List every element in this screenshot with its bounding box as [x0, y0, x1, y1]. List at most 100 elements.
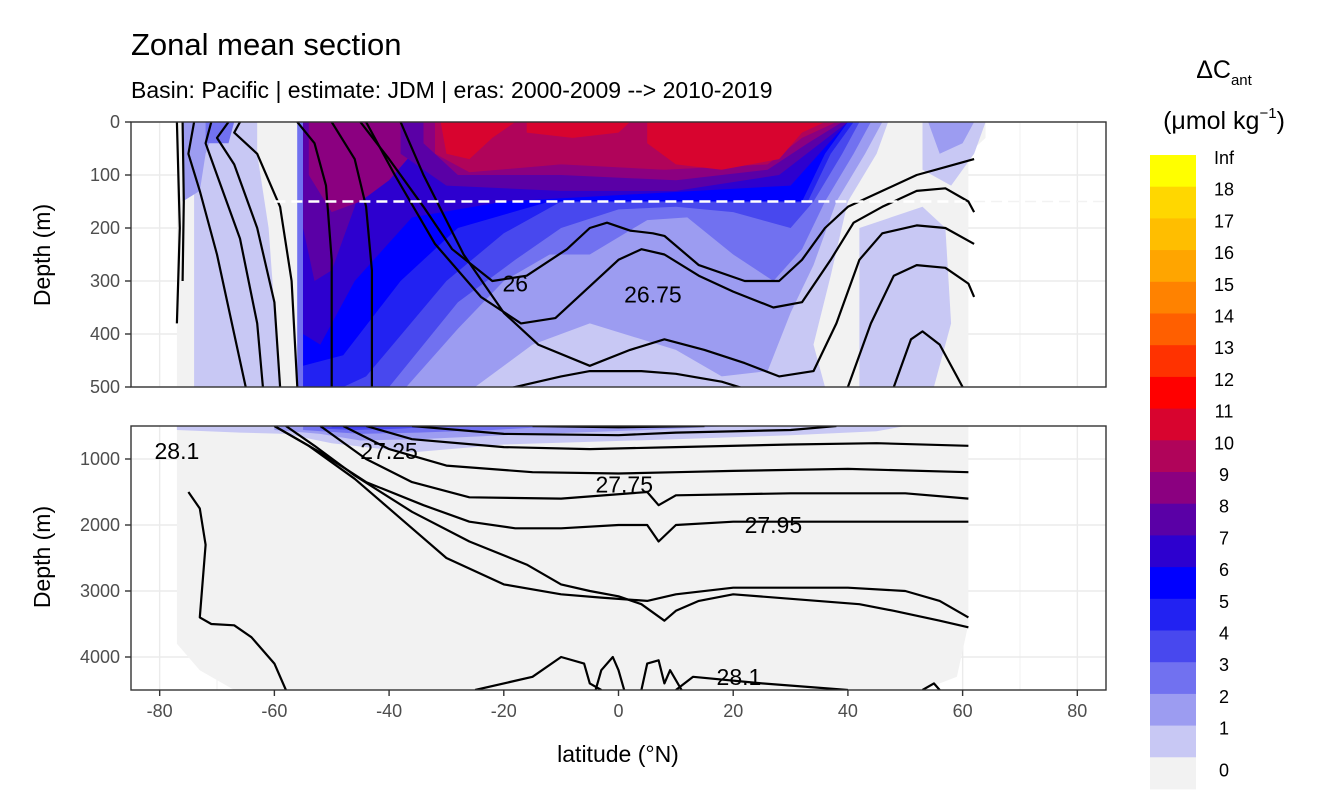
- legend-key-15: [1150, 281, 1196, 314]
- legend-label: 11: [1215, 402, 1234, 422]
- legend-label: 10: [1214, 433, 1234, 453]
- x-tick-label: -20: [491, 701, 517, 721]
- legend-label: 1: [1219, 719, 1229, 739]
- x-tick-label: 20: [723, 701, 743, 721]
- x-tick-label: 80: [1067, 701, 1087, 721]
- legend-key-13: [1150, 345, 1196, 378]
- legend-key-Inf: [1150, 155, 1196, 188]
- y-axis-title-upper: Depth (m): [29, 204, 55, 306]
- legend-title: ΔCant: [1196, 56, 1252, 89]
- legend-unit: (μmol kg−1): [1163, 105, 1285, 135]
- isopycnal-line: [187, 122, 247, 387]
- x-tick-label: -60: [261, 701, 287, 721]
- legend-key-1: [1150, 725, 1196, 758]
- legend-label: 15: [1214, 275, 1234, 295]
- isopycnal-line: [285, 426, 969, 629]
- y-tick-label: 3000: [80, 581, 120, 601]
- contour-fill-level-11: [526, 122, 630, 138]
- legend-label: Inf: [1214, 148, 1235, 168]
- legend-label: 18: [1214, 180, 1234, 200]
- legend-key-8: [1150, 503, 1196, 536]
- isopycnal-line: [640, 659, 683, 690]
- chart-title: Zonal mean section: [131, 27, 402, 62]
- legend-label: 0: [1219, 760, 1229, 780]
- legend-unit-close: ): [1277, 107, 1285, 135]
- legend-key-9: [1150, 472, 1196, 505]
- legend-key-14: [1150, 313, 1196, 346]
- legend-key-16: [1150, 250, 1196, 283]
- contour-label: 28.1: [717, 664, 762, 690]
- contour-fill-level-9: [308, 122, 430, 213]
- isopycnal-line: [215, 122, 282, 387]
- y-axis-title-lower: Depth (m): [29, 506, 55, 608]
- contour-label: 26.75: [624, 281, 682, 307]
- x-tick-label: -40: [376, 701, 402, 721]
- isopycnal-line: [365, 426, 969, 451]
- contour-fill-level-0: [176, 426, 969, 690]
- isopycnal-line: [273, 426, 969, 543]
- y-tick-label: 1000: [80, 449, 120, 469]
- isopycnal-line: [510, 370, 743, 387]
- contour-fill-level-1: [194, 122, 281, 387]
- y-tick-label: 0: [110, 112, 120, 132]
- y-tick-label: 300: [90, 271, 120, 291]
- legend-key-6: [1150, 567, 1196, 600]
- legend-label: 13: [1214, 338, 1234, 358]
- contour-label: 27.95: [745, 512, 803, 538]
- legend-label: 9: [1219, 465, 1229, 485]
- isopycnal-line: [892, 330, 964, 387]
- filled-contours: [171, 122, 986, 387]
- legend-key-4: [1150, 630, 1196, 663]
- legend-label: 3: [1219, 655, 1229, 675]
- legend-key-3: [1150, 662, 1196, 695]
- legend-label: 14: [1214, 307, 1234, 327]
- x-axis-title: latitude (°N): [557, 741, 679, 767]
- isopycnal-line: [474, 655, 602, 690]
- chart-subtitle: Basin: Pacific | estimate: JDM | eras: 2…: [131, 77, 773, 103]
- legend-label: 16: [1214, 243, 1234, 263]
- legend-title-sub: ant: [1231, 72, 1253, 89]
- legend-title-main: ΔC: [1196, 56, 1231, 84]
- legend-unit-main: (μmol kg: [1163, 107, 1259, 135]
- legend-key-7: [1150, 535, 1196, 568]
- legend-key-17: [1150, 218, 1196, 251]
- contour-fill-level-1: [859, 206, 952, 387]
- isopycnal-line: [296, 122, 333, 387]
- isopycnal-line: [411, 426, 837, 437]
- isopycnal-line: [233, 122, 299, 387]
- isopycnal-line: [319, 426, 969, 507]
- legend-label: 17: [1214, 211, 1234, 231]
- legend-key-11: [1150, 408, 1196, 441]
- y-tick-label: 4000: [80, 647, 120, 667]
- contour-label: 27.25: [360, 438, 418, 464]
- density-contours: [175, 122, 976, 387]
- isopycnal-line: [273, 426, 969, 619]
- contour-label: 27.75: [595, 472, 653, 498]
- contour-fill-level-11: [647, 122, 825, 170]
- x-axis: -80 -60 -40 -20 0 20 40 60 80: [147, 690, 1087, 721]
- legend-key-0: [1150, 757, 1196, 790]
- upper-panel: 26 26.75 0 100 200 300 400 500: [90, 112, 1107, 397]
- isopycnal-line: [846, 264, 976, 387]
- isopycnal-line: [342, 426, 969, 475]
- isopycnal-line: [359, 122, 975, 283]
- colorbar-legend: ΔCant (μmol kg−1) Inf1817161514131211109…: [1150, 56, 1285, 790]
- legend-label: 12: [1214, 370, 1234, 390]
- legend-label: 4: [1219, 624, 1229, 644]
- legend-key-18: [1150, 186, 1196, 219]
- panel-border: [130, 121, 1107, 388]
- legend-key-10: [1150, 440, 1196, 473]
- legend-key-2: [1150, 693, 1196, 726]
- y-tick-label: 200: [90, 218, 120, 238]
- legend-label: 5: [1219, 592, 1229, 612]
- isopycnal-line: [921, 682, 941, 690]
- y-tick-label: 500: [90, 377, 120, 397]
- isopycnal-line: [181, 122, 185, 282]
- isopycnal-line: [365, 122, 976, 325]
- y-tick-label: 100: [90, 165, 120, 185]
- contour-fill-level-11: [440, 122, 516, 160]
- y-tick-label: 2000: [80, 515, 120, 535]
